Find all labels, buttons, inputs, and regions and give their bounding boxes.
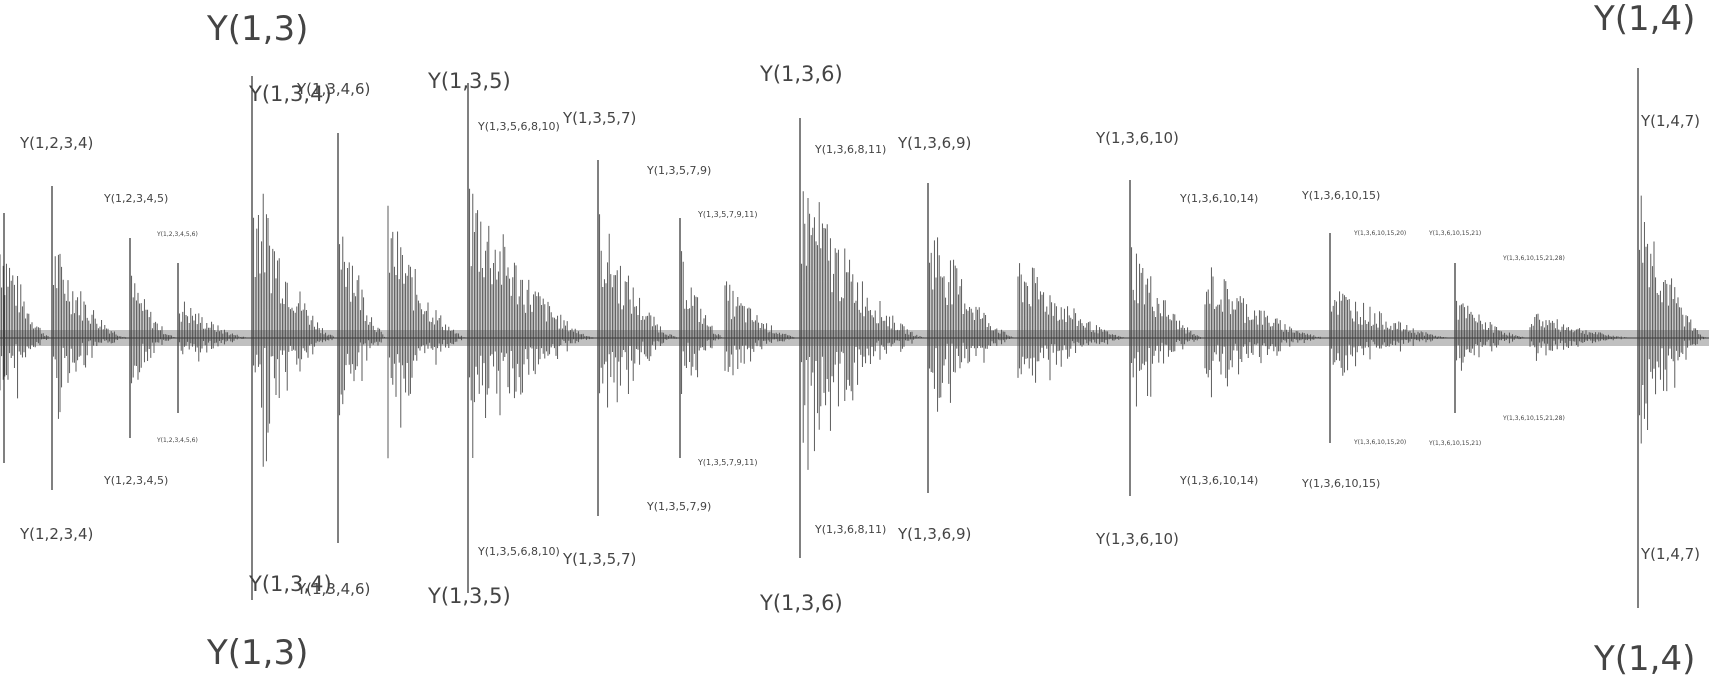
waveform-segment <box>467 188 597 458</box>
label-y-1-3-5-7-9-11-top: Y(1,3,5,7,9,11) <box>698 210 758 219</box>
label-y-1-3-6-10-15-bottom: Y(1,3,6,10,15) <box>1302 477 1381 490</box>
waveform-segment <box>799 171 927 470</box>
label-y-1-2-3-4-bottom: Y(1,2,3,4) <box>20 525 94 543</box>
label-y-1-2-3-4-5-6-top: Y(1,2,3,4,5,6) <box>157 231 198 238</box>
waveform-segment <box>679 243 724 394</box>
label-y-1-3-5-bottom: Y(1,3,5) <box>428 584 511 608</box>
label-y-1-3-6-10-15-20-top: Y(1,3,6,10,15,20) <box>1354 230 1407 237</box>
label-y-1-3-6-10-top: Y(1,3,6,10) <box>1096 129 1179 147</box>
label-y-1-2-3-4-5-6-bottom: Y(1,2,3,4,5,6) <box>157 437 198 444</box>
label-y-1-3-6-10-15-top: Y(1,3,6,10,15) <box>1302 189 1381 202</box>
label-y-1-3-5-7-9-top: Y(1,3,5,7,9) <box>647 164 712 177</box>
waveform-segment <box>597 214 679 420</box>
waveform-segment <box>129 275 177 384</box>
label-y-1-4-bottom: Y(1,4) <box>1594 639 1696 679</box>
label-y-1-3-6-10-15-21-top: Y(1,3,6,10,15,21) <box>1429 230 1482 237</box>
label-y-1-3-6-10-15-21-bottom: Y(1,3,6,10,15,21) <box>1429 440 1482 447</box>
label-y-1-2-3-4-5-bottom: Y(1,2,3,4,5) <box>104 474 169 487</box>
label-y-1-2-3-4-top: Y(1,2,3,4) <box>20 134 94 152</box>
waveform-segment <box>337 187 389 416</box>
label-y-1-3-6-9-bottom: Y(1,3,6,9) <box>898 525 972 543</box>
label-y-1-3-5-7-9-11-bottom: Y(1,3,5,7,9,11) <box>698 458 758 467</box>
label-y-1-3-6-bottom: Y(1,3,6) <box>760 591 843 615</box>
waveform-segment <box>724 281 798 376</box>
label-y-1-3-5-top: Y(1,3,5) <box>428 69 511 93</box>
label-y-1-3-4-6-top: Y(1,3,4,6) <box>297 80 371 98</box>
label-y-1-3-6-10-15-21-28-top: Y(1,3,6,10,15,21,28) <box>1503 255 1565 262</box>
label-y-1-3-6-8-11-top: Y(1,3,6,8,11) <box>815 143 887 156</box>
label-y-1-3-6-10-bottom: Y(1,3,6,10) <box>1096 530 1179 548</box>
label-y-1-3-top: Y(1,3) <box>207 9 309 49</box>
label-y-1-3-6-top: Y(1,3,6) <box>760 62 843 86</box>
waveform-segment <box>1129 247 1205 409</box>
label-y-1-3-4-bottom: Y(1,3,4) <box>249 572 332 596</box>
label-y-1-3-5-7-bottom: Y(1,3,5,7) <box>563 550 637 568</box>
label-y-1-3-6-10-15-21-28-bottom: Y(1,3,6,10,15,21,28) <box>1503 415 1565 422</box>
label-y-1-3-bottom: Y(1,3) <box>207 633 309 673</box>
label-y-1-3-6-10-15-20-bottom: Y(1,3,6,10,15,20) <box>1354 439 1407 446</box>
label-y-1-3-5-7-9-bottom: Y(1,3,5,7,9) <box>647 500 712 513</box>
waveform-segment <box>927 226 1017 412</box>
label-y-1-3-6-9-top: Y(1,3,6,9) <box>898 134 972 152</box>
waveform-segment <box>0 254 52 399</box>
label-y-1-3-5-7-top: Y(1,3,5,7) <box>563 109 637 127</box>
label-y-1-3-5-6-8-10-top: Y(1,3,5,6,8,10) <box>478 120 560 133</box>
waveform-traces <box>0 171 1708 470</box>
label-y-1-3-4-top: Y(1,3,4) <box>249 82 332 106</box>
label-y-1-3-6-10-14-bottom: Y(1,3,6,10,14) <box>1180 474 1259 487</box>
waveform-segment <box>1637 195 1708 444</box>
label-y-1-4-7-bottom: Y(1,4,7) <box>1641 545 1701 563</box>
label-y-1-3-6-8-11-bottom: Y(1,3,6,8,11) <box>815 523 887 536</box>
label-y-1-4-7-top: Y(1,4,7) <box>1641 112 1701 130</box>
label-y-1-4-top: Y(1,4) <box>1594 0 1696 39</box>
label-y-1-3-5-6-8-10-bottom: Y(1,3,5,6,8,10) <box>478 545 560 558</box>
label-y-1-2-3-4-5-top: Y(1,2,3,4,5) <box>104 192 169 205</box>
waveform-segment <box>387 205 467 459</box>
label-y-1-3-6-10-14-top: Y(1,3,6,10,14) <box>1180 192 1259 205</box>
waveform-segment <box>1017 263 1128 383</box>
label-y-1-3-4-6-bottom: Y(1,3,4,6) <box>297 580 371 598</box>
